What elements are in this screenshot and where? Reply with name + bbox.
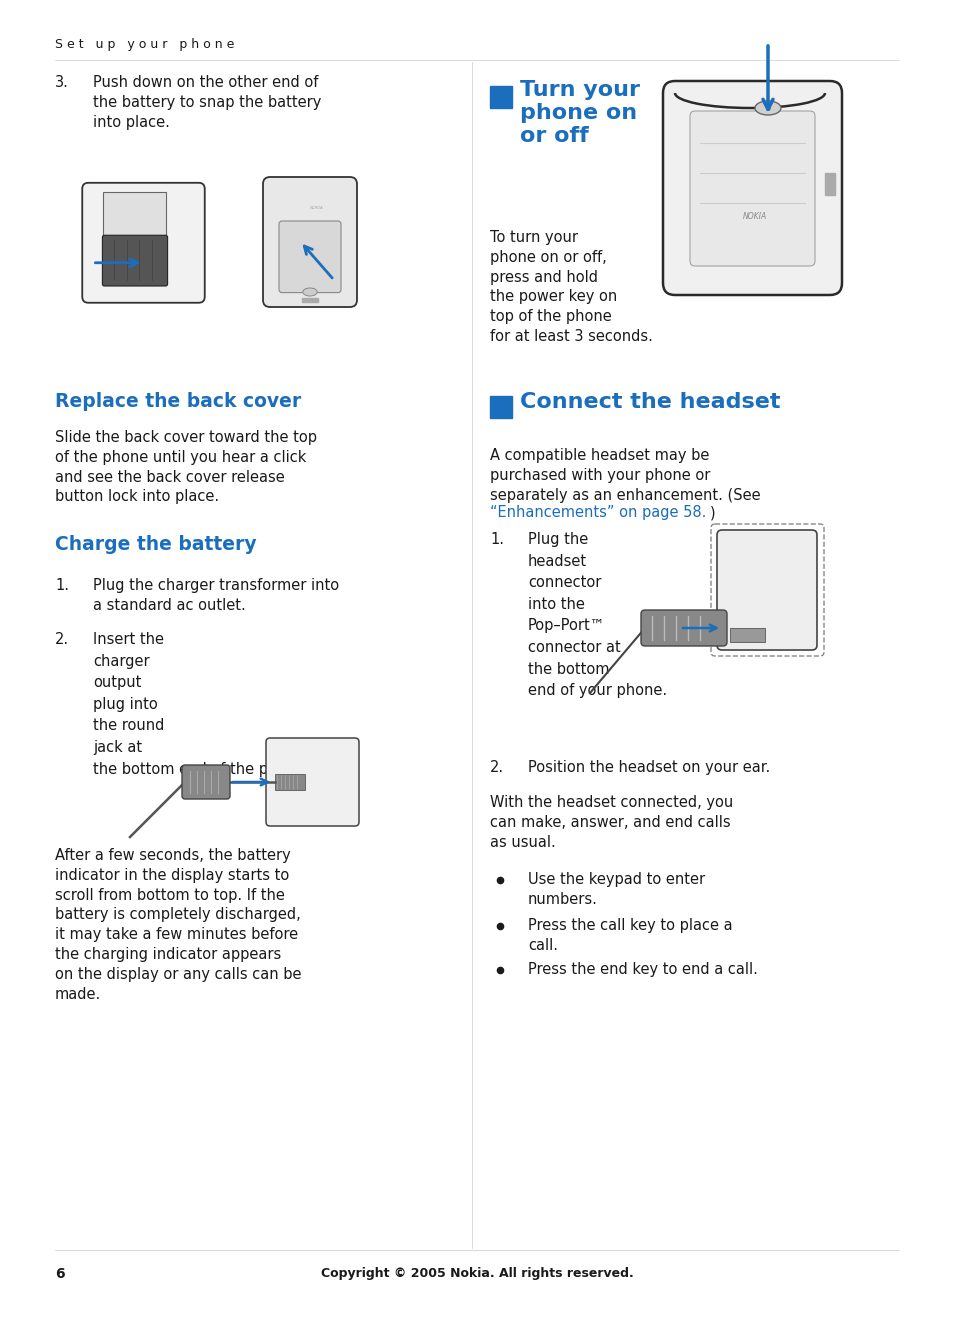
FancyBboxPatch shape (640, 609, 726, 646)
FancyBboxPatch shape (662, 81, 841, 295)
Bar (729, 628, 764, 642)
FancyBboxPatch shape (182, 765, 230, 798)
Ellipse shape (754, 100, 781, 115)
Bar (302, 297, 317, 303)
FancyBboxPatch shape (266, 738, 358, 826)
Text: Use the keypad to enter
numbers.: Use the keypad to enter numbers. (527, 873, 704, 907)
Text: 3.: 3. (55, 75, 69, 90)
Text: NOKIA: NOKIA (137, 209, 152, 214)
Bar (103, 192, 166, 262)
Bar (490, 397, 512, 418)
Text: Push down on the other end of
the battery to snap the battery
into place.: Push down on the other end of the batter… (92, 75, 321, 130)
Text: Copyright © 2005 Nokia. All rights reserved.: Copyright © 2005 Nokia. All rights reser… (320, 1266, 633, 1280)
Text: 2.: 2. (55, 632, 69, 646)
Text: NOKIA: NOKIA (309, 206, 323, 210)
Text: After a few seconds, the battery
indicator in the display starts to
scroll from : After a few seconds, the battery indicat… (55, 847, 301, 1002)
Text: Replace the back cover: Replace the back cover (55, 393, 301, 411)
Text: Position the headset on your ear.: Position the headset on your ear. (527, 760, 769, 775)
Text: 6: 6 (55, 1266, 65, 1281)
Text: Turn your
phone on
or off: Turn your phone on or off (519, 81, 639, 147)
Text: Plug the charger transformer into
a standard ac outlet.: Plug the charger transformer into a stan… (92, 578, 338, 613)
FancyBboxPatch shape (82, 182, 205, 303)
Text: A compatible headset may be
purchased with your phone or
separately as an enhanc: A compatible headset may be purchased wi… (490, 448, 760, 502)
Ellipse shape (302, 288, 316, 296)
Bar (274, 773, 305, 791)
Text: S e t   u p   y o u r   p h o n e: S e t u p y o u r p h o n e (55, 38, 234, 52)
Text: 2.: 2. (490, 760, 503, 775)
FancyBboxPatch shape (717, 530, 816, 650)
FancyBboxPatch shape (689, 111, 814, 266)
Text: To turn your
phone on or off,
press and hold
the power key on
top of the phone
f: To turn your phone on or off, press and … (490, 230, 652, 344)
Text: Press the call key to place a
call.: Press the call key to place a call. (527, 917, 732, 953)
Text: Charge the battery: Charge the battery (55, 535, 256, 554)
Text: Plug the
headset
connector
into the
Pop–Port™
connector at
the bottom
end of you: Plug the headset connector into the Pop–… (527, 531, 666, 698)
Text: 1.: 1. (55, 578, 69, 594)
Text: Slide the back cover toward the top
of the phone until you hear a click
and see : Slide the back cover toward the top of t… (55, 430, 316, 505)
FancyBboxPatch shape (278, 221, 340, 292)
Text: Insert the
charger
output
plug into
the round
jack at
the bottom end of the phon: Insert the charger output plug into the … (92, 632, 309, 776)
Text: With the headset connected, you
can make, answer, and end calls
as usual.: With the headset connected, you can make… (490, 795, 733, 850)
FancyBboxPatch shape (263, 177, 356, 307)
FancyBboxPatch shape (102, 235, 168, 286)
Text: NOKIA: NOKIA (742, 212, 766, 221)
Text: Connect the headset: Connect the headset (519, 393, 780, 412)
Text: Press the end key to end a call.: Press the end key to end a call. (527, 962, 757, 977)
Bar (490, 86, 512, 108)
Text: 1.: 1. (490, 531, 503, 547)
Bar (824, 173, 834, 196)
Text: “Enhancements” on page 58.: “Enhancements” on page 58. (490, 505, 705, 520)
Text: ): ) (709, 505, 715, 520)
